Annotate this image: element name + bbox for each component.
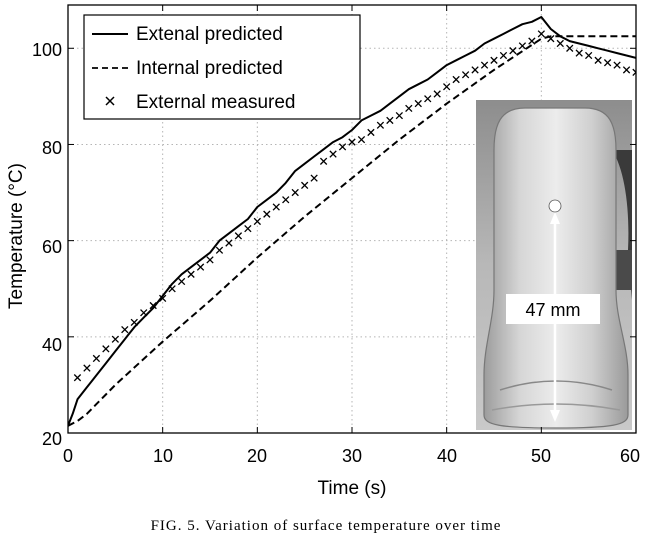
dimension-label: 47 mm [525, 300, 580, 320]
marker-point [585, 51, 593, 60]
marker-point [443, 83, 451, 91]
marker-point [490, 56, 498, 64]
marker-point [111, 335, 119, 343]
legend: Extenal predicted Internal predicted Ext… [83, 14, 361, 120]
marker-point [272, 203, 280, 211]
marker-point [140, 309, 148, 317]
marker-point [461, 71, 470, 79]
marker-point [622, 66, 631, 74]
marker-point [452, 75, 460, 84]
x-tick-labels: 0 10 20 30 40 50 60 [63, 446, 640, 466]
arrow-down-icon [550, 410, 560, 422]
legend-label-external-measured: External measured [136, 92, 295, 113]
y-tick-label: 100 [32, 40, 62, 60]
marker-point [319, 157, 328, 165]
series-external-predicted-line [68, 16, 636, 427]
marker-point [282, 196, 290, 204]
y-tick-label: 60 [42, 237, 62, 257]
marker-point [471, 66, 479, 74]
marker-point [263, 210, 271, 218]
x-tick-label: 30 [342, 446, 362, 466]
marker-point [225, 239, 233, 247]
marker-point [357, 135, 366, 144]
marker-point [556, 39, 564, 48]
legend-box [83, 14, 361, 120]
inset-photo: 47 mm [476, 100, 632, 430]
x-tick-label: 0 [63, 446, 73, 466]
marker-point [291, 188, 299, 197]
inset-photo-dark-object [612, 150, 632, 300]
marker-point [499, 51, 508, 60]
legend-label-external-predicted: Extenal predicted [136, 24, 283, 45]
series-layer [68, 16, 636, 427]
marker-point [329, 150, 337, 158]
marker-point [433, 90, 441, 98]
y-tick-labels: 20 40 60 80 100 [32, 40, 62, 449]
x-tick-label: 40 [437, 446, 457, 466]
marker-point [310, 174, 318, 182]
marker-point [348, 138, 356, 146]
marker-point [547, 35, 555, 43]
tick-marks [67, 5, 637, 434]
marker-point [575, 49, 583, 57]
marker-point [594, 56, 602, 64]
marker-point [215, 246, 224, 254]
marker-point [159, 294, 167, 303]
marker-point [395, 111, 403, 120]
marker-point [253, 217, 261, 226]
x-axis-title: Time (s) [318, 478, 387, 499]
marker-point [196, 263, 205, 271]
arrow-up-icon [550, 212, 560, 224]
marker-point [234, 232, 243, 240]
y-tick-label: 40 [42, 335, 62, 355]
marker-point [130, 318, 138, 327]
x-tick-label: 10 [153, 446, 173, 466]
thermocouple-point [548, 199, 562, 213]
legend-label-internal-predicted: Internal predicted [136, 58, 283, 79]
marker-point [480, 61, 489, 69]
marker-point [603, 59, 612, 67]
marker-point [414, 99, 422, 108]
series-internal-predicted-line [68, 35, 636, 427]
marker-point [149, 301, 157, 310]
marker-point [244, 224, 252, 233]
marker-point [424, 95, 432, 103]
marker-point [376, 121, 385, 129]
marker-point [566, 44, 574, 52]
marker-point [102, 345, 110, 353]
marker-point [632, 68, 636, 76]
marker-point [187, 270, 195, 278]
marker-point [367, 128, 375, 137]
marker-point [537, 30, 545, 38]
series-external-measured [73, 30, 636, 382]
marker-point [168, 285, 176, 293]
dimension-label-box [506, 294, 600, 324]
marker-point [405, 104, 413, 113]
marker-point [613, 61, 621, 69]
y-tick-label: 80 [42, 138, 62, 158]
x-tick-label: 20 [247, 446, 267, 466]
legend-x-marker-icon [105, 96, 115, 106]
marker-point [92, 354, 101, 363]
y-axis-title: Temperature (°C) [6, 163, 27, 309]
marker-point [121, 325, 129, 334]
marker-point [528, 37, 536, 45]
marker-point [177, 277, 186, 286]
x-tick-label: 50 [531, 446, 551, 466]
marker-point [518, 42, 527, 50]
marker-point [509, 47, 517, 55]
marker-point [301, 181, 309, 189]
marker-point [83, 364, 91, 372]
marker-point [206, 256, 214, 264]
figure-caption: FIG. 5. Variation of surface temperature… [150, 518, 502, 534]
marker-point [73, 374, 82, 382]
marker-point [338, 143, 347, 151]
y-tick-label: 20 [42, 429, 62, 449]
marker-point [386, 116, 394, 125]
x-tick-label: 60 [620, 446, 640, 466]
